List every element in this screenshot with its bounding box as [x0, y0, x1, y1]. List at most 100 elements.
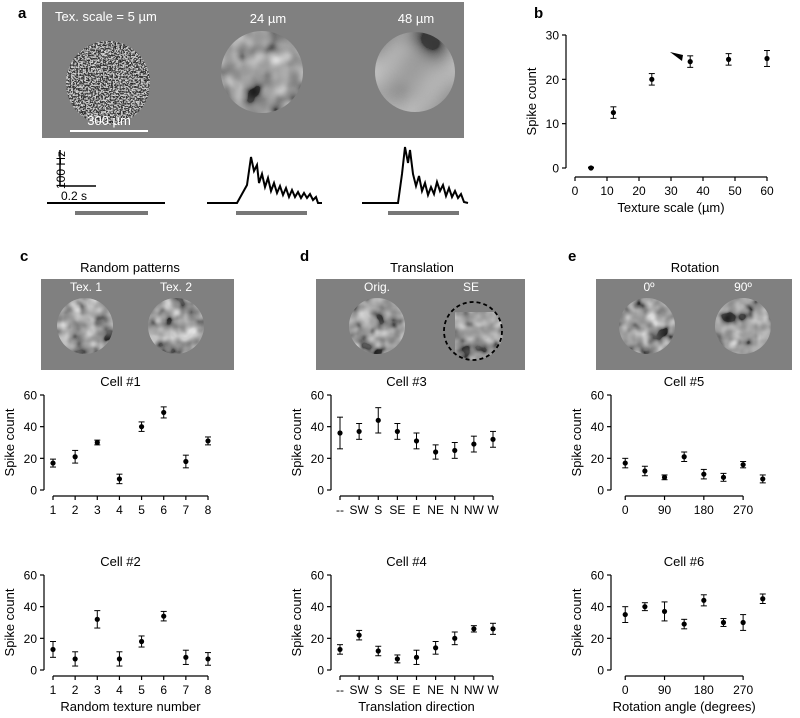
x-tick-label: NE: [427, 503, 444, 517]
x-tick-label: 6: [160, 503, 167, 517]
title-rotation: Rotation: [671, 260, 719, 275]
psth-scalebar: [59, 150, 96, 187]
y-axis-label: Spike count: [569, 588, 584, 656]
chart-cell-3: Cell #3 0 20 40 60 Spike count -- SW S SE E NE N NW W: [289, 374, 499, 517]
data-point: [72, 656, 78, 662]
chart-title: Cell #4: [386, 554, 426, 569]
x-tick-label: 40: [696, 184, 710, 198]
y-tick-label: 60: [591, 569, 605, 583]
y-tick-label: 40: [24, 600, 38, 614]
y-tick-label: 20: [311, 452, 325, 466]
data-point: [394, 656, 400, 662]
x-tick-label: SE: [389, 683, 405, 697]
x-tick-label: 90: [658, 683, 672, 697]
data-point: [452, 447, 458, 454]
panel-label-a: a: [18, 5, 27, 22]
x-tick-label: 4: [116, 683, 123, 697]
y-tick-label: 60: [24, 569, 38, 583]
data-point: [183, 458, 189, 465]
x-tick-label: 7: [183, 683, 190, 697]
y-tick-label: 20: [311, 632, 325, 646]
data-point: [642, 468, 648, 474]
x-tick-label: 1: [50, 683, 57, 697]
data-point: [161, 409, 167, 416]
data-point: [661, 608, 668, 615]
data-point: [50, 646, 56, 653]
stim-label-tex1: Tex. 1: [70, 280, 102, 294]
chart-title: Cell #5: [664, 374, 704, 389]
chart-cell-5: Cell #5 0 20 40 60 Spike count 0 90 180 270: [569, 374, 766, 517]
original-position-outline: [443, 301, 503, 361]
x-tick-label: 2: [72, 683, 79, 697]
arrowhead-marker: [670, 52, 683, 61]
data-point: [337, 646, 343, 653]
chart-cell-6: Cell #6 0 20 40 60 Spike count 0 90 180 270 Rotati…: [569, 554, 766, 714]
data-point: [740, 619, 746, 626]
y-tick-label: 30: [546, 29, 560, 43]
data-point: [588, 165, 594, 171]
y-tick-label: 0: [30, 664, 37, 678]
y-tick-label: 0: [30, 484, 37, 498]
x-tick-label: S: [374, 683, 382, 697]
texture-stimulus-24um: [221, 31, 303, 113]
data-point: [764, 55, 770, 62]
data-point: [375, 417, 381, 423]
chart-cell-4: Cell #4 0 20 40 60 Spike count -- SW S SE E NE N NW WT…: [289, 554, 499, 714]
x-tick-label: 0: [622, 683, 629, 697]
y-tick-label: 0: [552, 162, 559, 176]
texture-stimulus-48um: [375, 32, 455, 112]
data-point: [490, 436, 496, 442]
data-point: [681, 454, 687, 460]
psth-scale-y-label: 100 Hz: [54, 151, 68, 189]
x-tick-label: 50: [728, 184, 742, 198]
stim-label-24um: 24 µm: [250, 11, 286, 26]
data-point: [138, 638, 145, 645]
y-tick-label: 40: [591, 420, 605, 434]
y-tick-label: 60: [24, 389, 38, 403]
data-point: [726, 56, 732, 62]
data-point: [720, 474, 727, 480]
x-tick-label: 30: [664, 184, 678, 198]
y-tick-label: 20: [546, 73, 560, 87]
data-point: [394, 428, 400, 435]
x-tick-label: --: [336, 503, 344, 517]
y-tick-label: 20: [591, 452, 605, 466]
x-tick-label: --: [336, 683, 344, 697]
x-tick-label: SE: [389, 503, 405, 517]
y-axis-label: Spike count: [289, 408, 304, 476]
x-tick-label: NW: [464, 683, 485, 697]
x-tick-label: 270: [733, 683, 753, 697]
data-point: [337, 430, 343, 436]
data-point: [413, 654, 420, 660]
y-tick-label: 0: [597, 484, 604, 498]
psth-scale-x-label: 0.2 s: [61, 189, 87, 203]
data-point: [490, 626, 496, 632]
x-tick-label: W: [487, 683, 499, 697]
panel-label-d: d: [300, 248, 309, 265]
data-point: [661, 474, 668, 480]
y-axis-label: Spike count: [524, 67, 539, 135]
x-tick-label: 4: [116, 503, 123, 517]
x-tick-label: SW: [349, 683, 369, 697]
data-point: [116, 476, 123, 482]
texture-stimulus-0deg: [619, 298, 675, 354]
data-point: [622, 460, 628, 466]
y-tick-label: 10: [546, 117, 560, 131]
y-tick-label: 0: [317, 484, 324, 498]
y-axis-label: Spike count: [289, 588, 304, 656]
chart-cell-1: Cell #1 0 20 40 60 Spike count 1 2 3 4 5 6 7 8: [2, 374, 212, 517]
stim-label-0deg: 0º: [643, 280, 655, 294]
x-tick-label: 6: [160, 683, 167, 697]
data-point: [183, 654, 189, 660]
x-tick-label: 10: [600, 184, 614, 198]
x-tick-label: SW: [349, 503, 369, 517]
data-point: [94, 439, 100, 446]
panel-label-c: c: [20, 248, 28, 265]
data-point: [760, 476, 766, 482]
chart-title: Cell #2: [100, 554, 140, 569]
x-tick-label: E: [412, 683, 420, 697]
x-axis-label: Texture scale (µm): [617, 200, 724, 215]
y-axis-label: Spike count: [2, 408, 17, 476]
texture-stimulus-orig: [349, 298, 405, 354]
